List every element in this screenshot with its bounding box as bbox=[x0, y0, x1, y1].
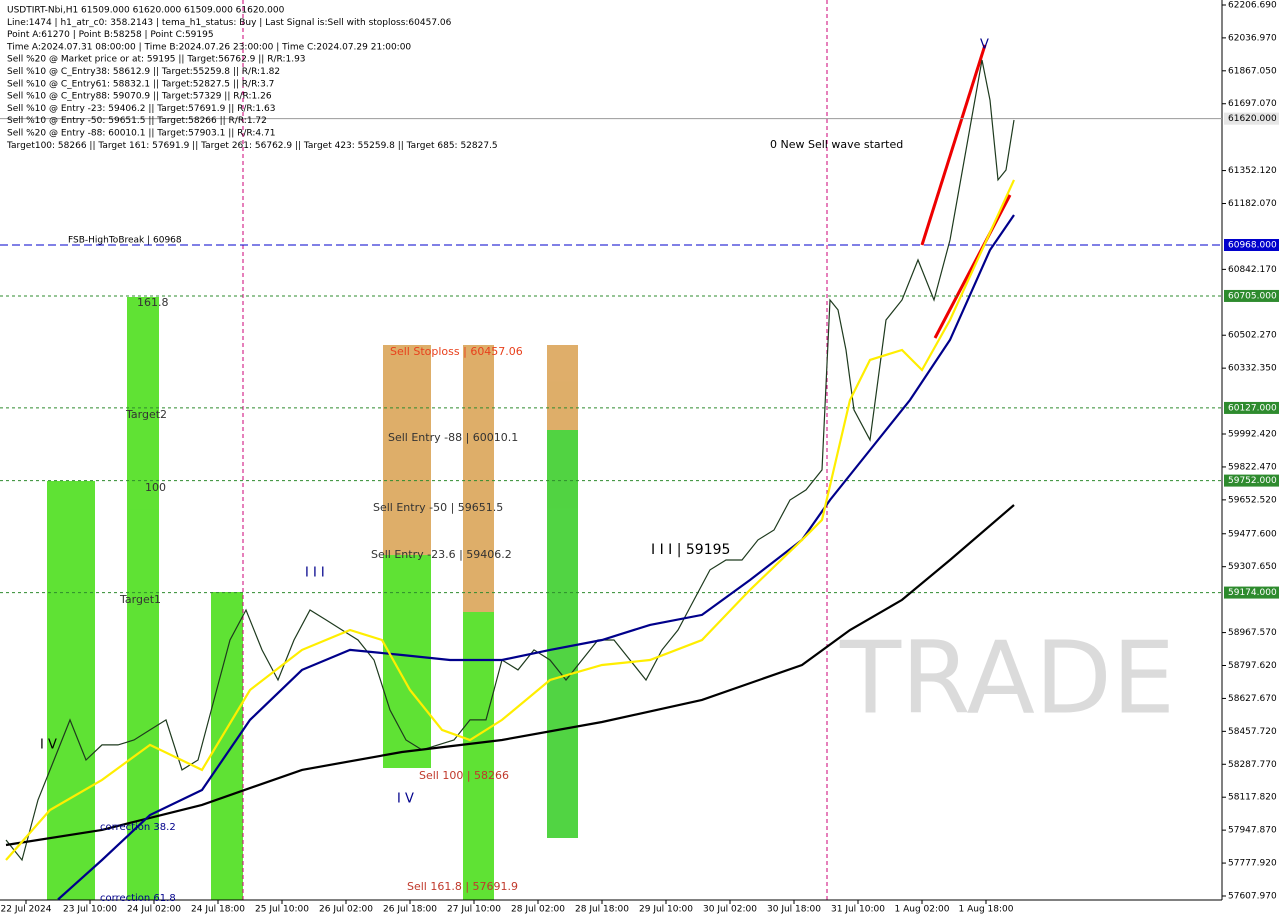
y-tick-label: 62206.690 bbox=[1228, 1, 1277, 11]
y-tick-label: 57947.870 bbox=[1228, 826, 1277, 836]
zone bbox=[463, 345, 494, 612]
info-line: USDTIRT-Nbi,H1 61509.000 61620.000 61509… bbox=[7, 6, 285, 16]
y-tick-label: 60332.350 bbox=[1228, 364, 1277, 374]
level-label: 60705.000 bbox=[1228, 291, 1277, 301]
trend-line bbox=[933, 194, 1012, 339]
x-tick-label: 30 Jul 02:00 bbox=[703, 905, 757, 915]
info-line: Sell %20 @ Market price or at: 59195 || … bbox=[7, 55, 306, 65]
y-tick-label: 60842.170 bbox=[1228, 265, 1277, 275]
trend-line bbox=[920, 44, 987, 246]
zone bbox=[463, 612, 494, 900]
info-line: Sell %10 @ Entry -23: 59406.2 || Target:… bbox=[7, 104, 275, 114]
y-tick-label: 62036.970 bbox=[1228, 33, 1277, 43]
x-tick-label: 24 Jul 02:00 bbox=[127, 905, 181, 915]
series-line bbox=[5, 59, 1015, 862]
info-line: Target100: 58266 || Target 161: 57691.9 … bbox=[6, 141, 498, 151]
info-line: Point A:61270 | Point B:58258 | Point C:… bbox=[7, 30, 214, 40]
annotation: Target2 bbox=[125, 408, 167, 421]
y-tick-label: 59307.650 bbox=[1228, 562, 1277, 572]
annotation: I I I bbox=[305, 566, 325, 581]
zones bbox=[47, 297, 578, 900]
x-tick-label: 28 Jul 02:00 bbox=[511, 905, 565, 915]
zone bbox=[383, 555, 431, 768]
y-tick-label: 59477.600 bbox=[1228, 529, 1277, 539]
x-tick-label: 31 Jul 10:00 bbox=[831, 905, 885, 915]
annotation: FSB-HighToBreak | 60968 bbox=[68, 236, 182, 246]
annotation: Sell 161.8 | 57691.9 bbox=[407, 880, 518, 893]
y-tick-label: 61182.070 bbox=[1228, 199, 1277, 209]
x-tick-label: 26 Jul 02:00 bbox=[319, 905, 373, 915]
level-label: 60127.000 bbox=[1228, 403, 1277, 413]
annotation: I V bbox=[397, 792, 414, 807]
level-box bbox=[1224, 289, 1279, 302]
info-line: Sell %10 @ C_Entry38: 58612.9 || Target:… bbox=[7, 67, 280, 77]
y-tick-label: 60502.270 bbox=[1228, 331, 1277, 341]
y-tick-label: 61867.050 bbox=[1228, 66, 1277, 76]
x-tick-label: 26 Jul 18:00 bbox=[383, 905, 437, 915]
y-tick-label: 59652.520 bbox=[1228, 495, 1277, 505]
annotation: V bbox=[980, 38, 989, 53]
level-box bbox=[1224, 238, 1279, 251]
annotation: 161.8 bbox=[137, 296, 169, 309]
x-tick-label: 28 Jul 18:00 bbox=[575, 905, 629, 915]
annotation: 0 New Sell wave started bbox=[770, 138, 903, 151]
zone bbox=[547, 345, 578, 430]
x-tick-label: 1 Aug 18:00 bbox=[959, 905, 1014, 915]
level-box bbox=[1224, 112, 1279, 125]
y-tick-label: 58457.720 bbox=[1228, 727, 1277, 737]
annotation: Sell Entry -23.6 | 59406.2 bbox=[371, 548, 512, 561]
series-line bbox=[5, 179, 1016, 861]
y-tick-label: 59822.470 bbox=[1228, 462, 1277, 472]
info-line: Line:1474 | h1_atr_c0: 358.2143 | tema_h… bbox=[7, 18, 452, 28]
zone bbox=[547, 430, 578, 838]
series-line bbox=[5, 504, 1015, 847]
series-line bbox=[57, 214, 1015, 901]
info-line: Sell %20 @ Entry -88: 60010.1 || Target:… bbox=[7, 129, 275, 139]
y-tick-label: 58287.770 bbox=[1228, 760, 1277, 770]
annotation: 100 bbox=[145, 481, 166, 494]
annotation: Sell Entry -50 | 59651.5 bbox=[373, 501, 503, 514]
level-box bbox=[1224, 401, 1279, 414]
annotation: Sell Stoploss | 60457.06 bbox=[390, 345, 523, 358]
level-box bbox=[1224, 586, 1279, 599]
level-box bbox=[1224, 474, 1279, 487]
x-tick-label: 22 Jul 2024 bbox=[1, 905, 52, 915]
info-line: Time A:2024.07.31 08:00:00 | Time B:2024… bbox=[6, 42, 411, 52]
annotation: Sell 100 | 58266 bbox=[419, 769, 509, 782]
annotation: correction 38.2 bbox=[100, 822, 176, 833]
y-tick-label: 57607.970 bbox=[1228, 891, 1277, 901]
annotation: I V bbox=[40, 738, 57, 753]
level-label: 61620.000 bbox=[1228, 114, 1277, 124]
watermark: TRADE bbox=[839, 619, 1175, 736]
y-tick-label: 61697.070 bbox=[1228, 99, 1277, 109]
y-tick-label: 58117.820 bbox=[1228, 793, 1277, 803]
x-tick-label: 23 Jul 10:00 bbox=[63, 905, 117, 915]
level-label: 60968.000 bbox=[1228, 240, 1277, 250]
x-tick-label: 27 Jul 10:00 bbox=[447, 905, 501, 915]
x-tick-label: 24 Jul 18:00 bbox=[191, 905, 245, 915]
y-tick-label: 58967.570 bbox=[1228, 628, 1277, 638]
info-line: Sell %10 @ C_Entry88: 59070.9 || Target:… bbox=[7, 92, 272, 102]
y-tick-label: 58797.620 bbox=[1228, 661, 1277, 671]
y-tick-label: 61352.120 bbox=[1228, 166, 1277, 176]
x-tick-label: 29 Jul 10:00 bbox=[639, 905, 693, 915]
level-label: 59752.000 bbox=[1228, 476, 1277, 486]
level-label: 59174.000 bbox=[1228, 588, 1277, 598]
info-line: Sell %10 @ C_Entry61: 58832.1 || Target:… bbox=[7, 79, 274, 89]
y-tick-label: 57777.920 bbox=[1228, 859, 1277, 869]
annotation: I I I | 59195 bbox=[651, 542, 730, 558]
y-tick-label: 58627.670 bbox=[1228, 694, 1277, 704]
info-line: Sell %10 @ Entry -50: 59651.5 || Target:… bbox=[7, 116, 267, 126]
x-tick-label: 25 Jul 10:00 bbox=[255, 905, 309, 915]
annotation: Sell Entry -88 | 60010.1 bbox=[388, 431, 518, 444]
annotation: correction 61.8 bbox=[100, 893, 176, 904]
zone bbox=[127, 297, 159, 900]
zone bbox=[383, 345, 431, 555]
x-tick-label: 1 Aug 02:00 bbox=[895, 905, 950, 915]
x-tick-label: 30 Jul 18:00 bbox=[767, 905, 821, 915]
annotation: Target1 bbox=[119, 593, 161, 606]
y-tick-label: 59992.420 bbox=[1228, 430, 1277, 440]
zone bbox=[47, 481, 95, 900]
